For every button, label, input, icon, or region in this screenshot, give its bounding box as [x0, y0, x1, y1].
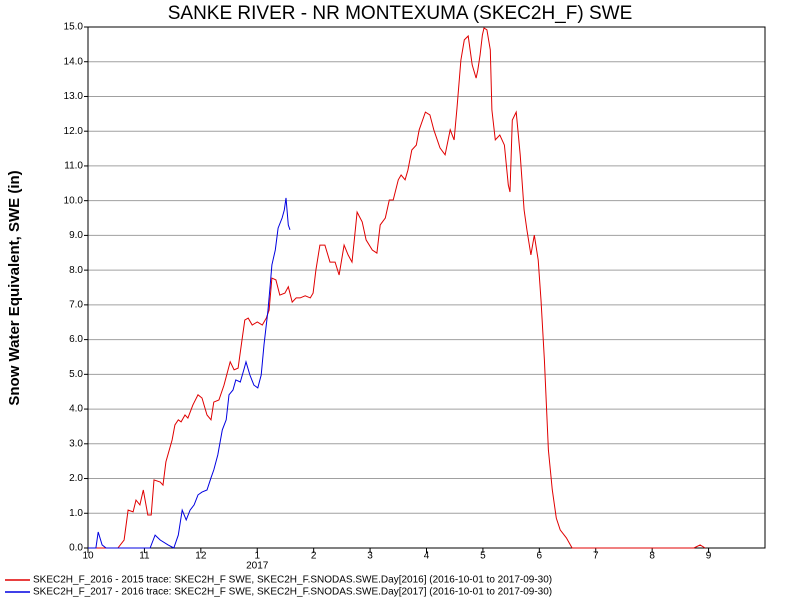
y-tick-label: 3.0 [69, 438, 83, 449]
y-tick-label: 4.0 [69, 404, 83, 415]
y-tick-label: 11.0 [64, 161, 83, 172]
x-tick-label: 6 [537, 551, 543, 562]
y-tick-label: 6.0 [69, 334, 83, 345]
y-tick-label: 2.0 [69, 473, 83, 484]
year-label: 2017 [246, 561, 269, 572]
x-tick-label: 5 [480, 551, 486, 562]
y-tick-label: 10.0 [64, 195, 84, 206]
chart-title: SANKE RIVER - NR MONTEXUMA (SKEC2H_F) SW… [168, 3, 633, 24]
x-tick-label: 2 [311, 551, 317, 562]
y-tick-label: 0.0 [69, 543, 83, 554]
x-tick-label: 3 [367, 551, 373, 562]
y-tick-label: 13.0 [64, 91, 84, 102]
y-axis-label: Snow Water Equivalent, SWE (in) [6, 170, 23, 405]
x-tick-label: 7 [593, 551, 599, 562]
y-tick-label: 8.0 [69, 265, 83, 276]
legend-label: SKEC2H_F_2016 - 2015 trace: SKEC2H_F SWE… [33, 575, 552, 586]
y-tick-label: 14.0 [64, 56, 84, 67]
x-tick-label: 9 [706, 551, 712, 562]
y-tick-label: 15.0 [64, 22, 84, 33]
x-tick-label: 12 [195, 551, 207, 562]
legend-label: SKEC2H_F_2017 - 2016 trace: SKEC2H_F SWE… [33, 587, 552, 598]
y-tick-label: 12.0 [64, 126, 84, 137]
x-tick-label: 11 [139, 551, 150, 562]
y-tick-label: 7.0 [69, 300, 83, 311]
plot-frame [87, 26, 766, 549]
x-tick-label: 1 [254, 551, 260, 562]
x-tick-label: 10 [82, 551, 94, 562]
y-tick-label: 9.0 [69, 230, 83, 241]
series-line [88, 27, 706, 549]
y-tick-label: 1.0 [69, 508, 83, 519]
y-tick-label: 5.0 [69, 369, 83, 380]
x-tick-label: 4 [424, 551, 430, 562]
series-line [88, 197, 291, 549]
x-tick-label: 8 [649, 551, 655, 562]
